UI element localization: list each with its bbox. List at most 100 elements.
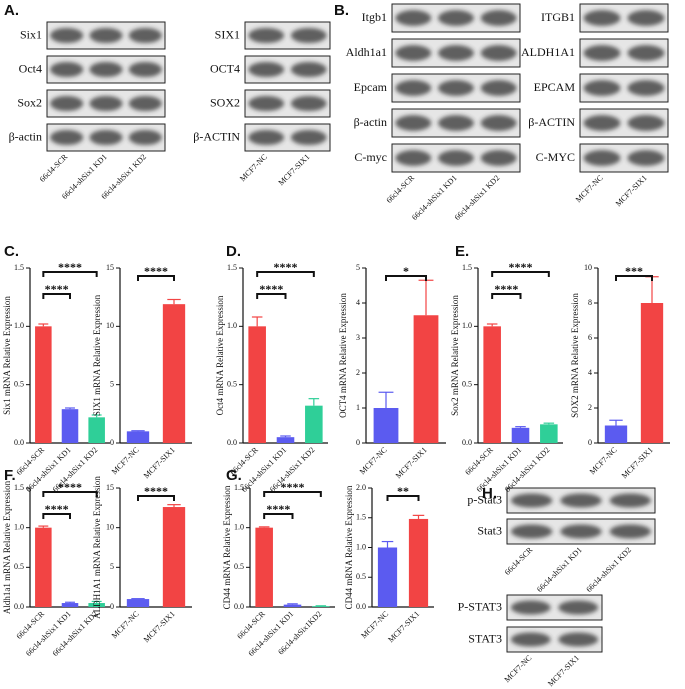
significance-label: **** [45,282,69,296]
lane-label: 66cl4-shSix1 KD2 [453,173,502,222]
blot-band [395,80,432,96]
lane-label: 66cl4-shSix1 KD2 [584,545,633,594]
y-tick-label: 2 [356,368,360,377]
significance-label: **** [274,260,298,274]
y-tick-label: 1.0 [234,522,244,531]
x-tick-label: MCF7-SIX1 [620,445,655,480]
bar [162,507,186,607]
y-tick-label: 0.5 [234,562,244,571]
x-tick-label: MCF7-NC [359,609,390,640]
blot-band [248,27,285,44]
significance-bracket [42,491,98,497]
x-tick-label: MCF7-SIX1 [386,609,421,644]
blot-band [50,27,84,44]
blot-row-label: β-actin [9,129,42,143]
y-tick-label: 0 [110,438,114,447]
bar [408,518,429,607]
blot-band [128,95,162,112]
panel-label: G. [226,467,242,484]
significance-bracket [491,271,550,277]
blot-band [438,80,474,96]
bar [305,405,323,443]
bar [255,527,273,607]
bar [483,326,501,443]
y-axis-label: CD44 mRNA Relative Expression [222,485,232,609]
blot-band [558,632,599,647]
x-tick-label: MCF7-NC [110,609,141,640]
blot-row-label: ALDH1A1 [521,45,575,59]
y-tick-label: 0.0 [227,438,237,447]
panel-label: A. [4,2,19,19]
significance-label: * [403,264,409,278]
bar [640,303,664,443]
x-tick-label: MCF7-SIX1 [142,609,177,644]
lane-label: 66cl4-shSix1 KD1 [535,545,584,594]
bar [88,603,105,607]
y-tick-label: 8 [588,298,592,307]
lane-label: 66cl4-SCR [503,545,535,577]
blot-band [50,95,84,112]
blot-band [480,45,517,61]
y-tick-label: 4 [588,368,592,377]
blot-band [583,150,621,166]
significance-label: ** [397,484,409,498]
significance-bracket [263,491,322,497]
lane-label: MCF7-NC [503,653,534,684]
significance-bracket [386,495,420,501]
y-tick-label: 6 [588,333,592,342]
blot-band [248,61,285,78]
y-tick-label: 0 [110,602,114,611]
blot-band [290,95,327,112]
lane-label: MCF7-SIX1 [614,173,649,208]
y-tick-label: 5 [110,562,114,571]
y-tick-label: 3 [356,333,360,342]
y-tick-label: 0.0 [14,602,24,611]
panel-label: D. [226,243,241,260]
bar [413,315,439,443]
blot-row-label: C-myc [354,150,387,164]
significance-label: **** [509,260,533,274]
significance-bracket [263,513,294,519]
panel-label: B. [334,2,349,19]
y-tick-label: 1.0 [14,522,24,531]
lane-label: MCF7-NC [574,173,605,204]
y-axis-label: Sox2 mRNA Relative Expression [450,295,460,416]
y-tick-label: 10 [106,522,114,531]
y-tick-label: 1.5 [356,513,366,522]
significance-bracket [137,275,175,281]
blot-band [89,61,123,78]
blot-band [438,45,474,61]
blot-row-label: SOX2 [210,95,240,109]
y-tick-label: 10 [584,263,592,272]
x-tick-label: MCF7-SIX1 [394,445,429,480]
bar [126,431,150,443]
panel-label: E. [455,243,469,260]
y-tick-label: 1.0 [356,542,366,551]
significance-label: **** [494,282,518,296]
bar [276,437,295,443]
y-tick-label: 0.5 [227,379,237,388]
blot-row-label: Itgb1 [362,10,387,24]
y-tick-label: 0 [588,438,592,447]
significance-bracket [256,271,315,277]
bar [511,427,530,443]
bar [88,417,105,443]
significance-label: **** [266,502,290,516]
y-tick-label: 0.0 [14,438,24,447]
y-tick-label: 0.5 [14,562,24,571]
blot-band [609,493,652,508]
blot-band [50,61,84,78]
bar [248,326,266,443]
y-tick-label: 1.5 [14,263,24,272]
bar [312,606,330,607]
y-tick-label: 1.5 [234,483,244,492]
y-tick-label: 15 [106,263,114,272]
blot-row-label: Oct4 [19,61,42,75]
lane-label: MCF7-SIX1 [546,653,581,688]
blot-band [89,95,123,112]
y-axis-label: Aldh1a1 mRNA Relative Expression [2,480,12,614]
blot-band [480,150,517,166]
blot-row-label: Six1 [20,27,42,41]
blot-band [583,45,621,61]
blot-band [128,61,162,78]
